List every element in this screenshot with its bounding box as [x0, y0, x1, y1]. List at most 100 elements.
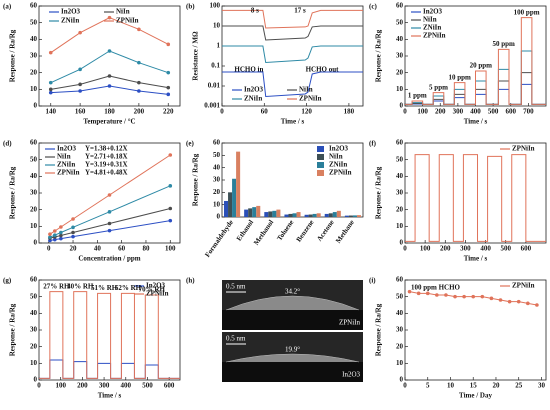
- x-axis-label: Time / s: [464, 255, 488, 263]
- x-axis-label: Time / s: [281, 118, 305, 126]
- bar: [296, 212, 301, 217]
- legend-label: In2O3: [423, 8, 443, 16]
- y-tick-label: 0.1: [211, 62, 220, 70]
- series-line: [405, 17, 546, 105]
- marker: [48, 232, 52, 236]
- marker: [107, 228, 112, 233]
- y-tick-label: 0: [400, 376, 404, 384]
- x-tick-label: Toluene: [275, 218, 295, 242]
- y-tick-label: 50: [30, 155, 38, 163]
- x-tick-label: Formaldehyde: [203, 218, 235, 258]
- y-tick-label: 50: [396, 18, 404, 26]
- bar: [244, 209, 249, 217]
- legend-swatch: [317, 154, 324, 160]
- x-tick-label: 200: [435, 108, 446, 116]
- annotation: 40% RH: [67, 282, 94, 290]
- y-tick-label: 10: [30, 359, 38, 367]
- y-tick-label: 60: [213, 139, 221, 147]
- x-tick-label: 160: [75, 108, 86, 116]
- y-tick-label: 30: [396, 326, 404, 334]
- bar: [328, 213, 333, 217]
- x-tick-label: 500: [488, 108, 499, 116]
- legend-label: In2O3: [244, 86, 264, 94]
- bar: [228, 192, 233, 217]
- x-tick-label: 5: [426, 382, 430, 390]
- annotation: 70% RH: [139, 286, 166, 294]
- y-tick-label: 50: [213, 151, 221, 159]
- marker: [166, 92, 171, 97]
- panel-label: (i): [369, 277, 376, 285]
- bar: [276, 209, 281, 217]
- x-tick-label: 600: [506, 108, 517, 116]
- y-axis-label: Response / Ra/Rg: [375, 29, 383, 82]
- series-line: [50, 50, 169, 84]
- y-tick-label: 50: [396, 155, 404, 163]
- fit-equation: Y=4.81+0.48X: [85, 169, 128, 177]
- series-line: [222, 25, 363, 41]
- sample-name: In2O3: [342, 371, 360, 379]
- bar: [236, 151, 241, 217]
- annotation: HCHO in: [234, 66, 263, 74]
- y-tick-label: 60: [30, 2, 38, 10]
- panel-label: (c): [369, 3, 377, 11]
- x-tick-label: 300: [460, 245, 471, 253]
- marker: [137, 60, 141, 65]
- marker: [489, 296, 494, 301]
- legend-label: NiIn: [329, 153, 343, 161]
- substrate: [222, 362, 363, 382]
- marker: [166, 42, 171, 47]
- x-tick-label: 300: [99, 382, 110, 390]
- x-tick-label: 600: [521, 245, 532, 253]
- marker: [71, 225, 75, 230]
- y-tick-label: 0: [34, 239, 38, 247]
- marker: [48, 87, 53, 92]
- y-tick-label: 10: [213, 200, 221, 208]
- y-tick-label: 20: [213, 188, 221, 196]
- x-tick-label: 200: [134, 108, 145, 116]
- bar: [312, 213, 317, 217]
- x-tick-label: 0: [403, 382, 407, 390]
- marker: [53, 237, 57, 242]
- annotation: 50 ppm: [493, 40, 516, 48]
- marker: [71, 234, 75, 239]
- marker: [137, 89, 141, 93]
- marker: [59, 233, 63, 238]
- x-tick-label: 0: [403, 245, 407, 253]
- panel-label: (h): [186, 277, 195, 285]
- annotation: 51% RH: [91, 284, 118, 292]
- y-tick-label: 50: [396, 292, 404, 300]
- x-tick-label: Methanol: [252, 218, 275, 246]
- bar: [232, 178, 237, 217]
- marker: [535, 303, 539, 307]
- y-tick-label: 20: [30, 68, 38, 76]
- marker: [78, 89, 82, 93]
- y-tick-label: 30: [30, 52, 38, 60]
- legend-label: NiIn: [299, 86, 313, 94]
- scale-label: 0.5 nm: [226, 283, 246, 291]
- marker: [107, 210, 112, 214]
- fit-equation: Y=3.19+0.31X: [85, 161, 128, 169]
- series-line: [222, 9, 363, 29]
- marker: [48, 90, 53, 95]
- bar: [316, 213, 321, 217]
- y-tick-label: 0: [400, 239, 404, 247]
- y-tick-label: 40: [396, 35, 404, 43]
- y-axis-label: Response / Ra/Rg: [9, 303, 17, 356]
- marker: [53, 233, 57, 237]
- annotation: 100 ppm: [514, 8, 540, 16]
- marker: [59, 225, 63, 229]
- panel-label: (f): [369, 140, 377, 148]
- marker: [107, 15, 112, 20]
- legend-swatch: [317, 170, 324, 176]
- marker: [48, 80, 53, 85]
- bar: [248, 208, 253, 217]
- marker: [78, 30, 82, 35]
- y-tick-label: 20: [396, 342, 404, 350]
- legend-label: ZNiIn: [61, 17, 79, 25]
- y-axis-label: Resistance / MΩ: [192, 31, 200, 81]
- x-tick-label: 500: [142, 382, 153, 390]
- marker: [416, 291, 421, 296]
- y-axis-label: Response / Ra/Rg: [375, 303, 383, 356]
- x-tick-label: 100: [420, 245, 431, 253]
- y-tick-label: 60: [396, 139, 404, 147]
